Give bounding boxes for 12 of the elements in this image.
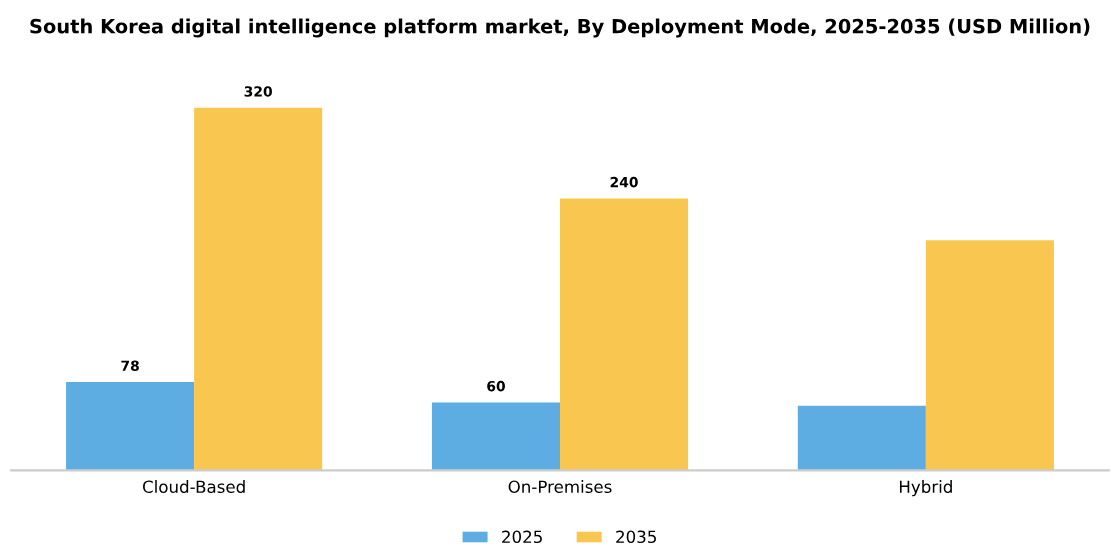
bar (560, 198, 689, 471)
legend-label: 2025 (502, 530, 542, 544)
bar (797, 405, 926, 471)
bar (194, 107, 323, 471)
chart-title: South Korea digital intelligence platform market, By Deployment Mode, 2025-2035 (USD Million) (30, 18, 1090, 38)
bar (925, 240, 1054, 471)
bar (431, 402, 560, 471)
bar (66, 382, 195, 471)
legend-label: 2035 (616, 530, 656, 544)
x-tick-label: On-Premises (508, 480, 612, 494)
x-tick-label: Cloud-Based (142, 480, 245, 494)
x-tick-label: Hybrid (899, 480, 952, 497)
